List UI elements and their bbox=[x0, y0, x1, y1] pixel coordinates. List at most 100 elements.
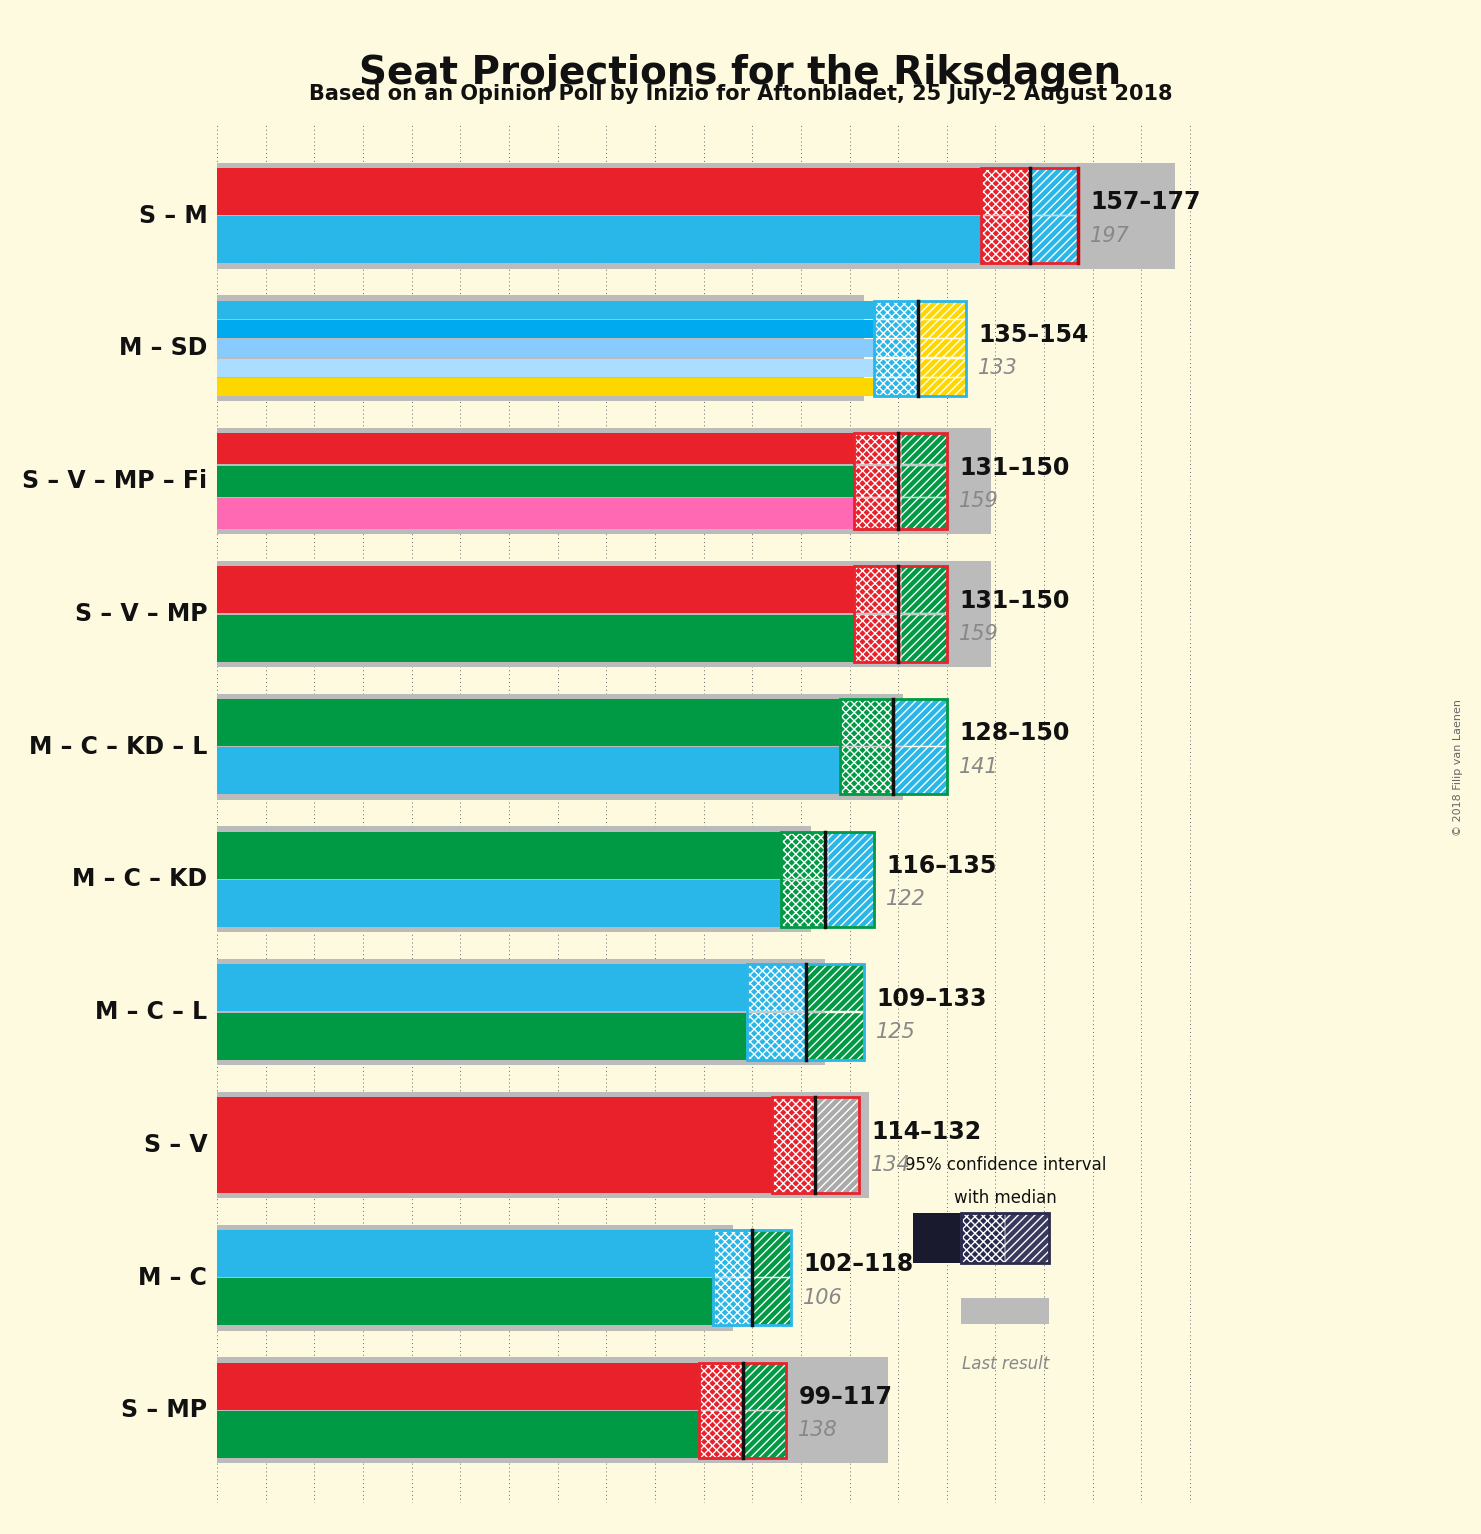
Text: Last result: Last result bbox=[961, 1355, 1049, 1373]
Bar bbox=[1029, 167, 1078, 215]
Bar bbox=[920, 359, 966, 377]
Bar bbox=[855, 566, 900, 614]
Bar bbox=[874, 339, 920, 357]
Bar bbox=[748, 1012, 806, 1060]
Bar bbox=[828, 881, 874, 927]
Bar bbox=[1029, 216, 1078, 264]
Bar bbox=[900, 466, 946, 497]
Text: 128–150: 128–150 bbox=[960, 721, 1069, 746]
Bar bbox=[855, 615, 900, 661]
Bar bbox=[752, 1230, 791, 1276]
Text: M – C – KD – L: M – C – KD – L bbox=[30, 735, 207, 759]
Bar bbox=[980, 167, 1029, 215]
Bar bbox=[840, 700, 893, 746]
Bar bbox=[699, 1362, 742, 1410]
Text: 122: 122 bbox=[886, 890, 926, 910]
Bar bbox=[874, 321, 920, 337]
Bar bbox=[218, 321, 874, 337]
Bar bbox=[218, 1278, 714, 1325]
Bar bbox=[218, 163, 1176, 268]
Bar bbox=[920, 321, 966, 337]
Bar bbox=[218, 301, 874, 319]
Bar bbox=[900, 615, 946, 661]
Bar bbox=[900, 499, 946, 529]
Bar bbox=[218, 377, 874, 396]
Bar bbox=[920, 359, 966, 377]
Bar bbox=[874, 301, 966, 396]
Bar bbox=[1006, 1212, 1049, 1262]
Bar bbox=[218, 693, 903, 799]
Bar bbox=[218, 359, 874, 377]
Bar bbox=[699, 1411, 742, 1459]
Bar bbox=[782, 831, 828, 879]
Text: 131–150: 131–150 bbox=[960, 589, 1069, 612]
Text: 134: 134 bbox=[871, 1155, 911, 1175]
Text: 125: 125 bbox=[877, 1022, 917, 1042]
Bar bbox=[218, 1097, 772, 1193]
Bar bbox=[855, 466, 900, 497]
Bar bbox=[218, 566, 855, 614]
Bar bbox=[752, 1278, 791, 1325]
Text: S – M: S – M bbox=[139, 204, 207, 227]
Bar bbox=[782, 881, 828, 927]
Bar bbox=[855, 433, 900, 465]
Text: 109–133: 109–133 bbox=[877, 986, 986, 1011]
Bar bbox=[920, 301, 966, 319]
Bar bbox=[1029, 216, 1078, 264]
Bar bbox=[806, 965, 863, 1011]
Bar bbox=[874, 301, 920, 319]
Bar bbox=[874, 359, 920, 377]
Bar bbox=[748, 965, 806, 1011]
Text: S – V – MP – Fi: S – V – MP – Fi bbox=[22, 469, 207, 492]
Text: 159: 159 bbox=[960, 491, 998, 511]
Text: Based on an Opinion Poll by Inizio for Aftonbladet, 25 July–2 August 2018: Based on an Opinion Poll by Inizio for A… bbox=[308, 84, 1173, 104]
Bar bbox=[900, 566, 946, 614]
Bar bbox=[1029, 167, 1078, 215]
Text: 197: 197 bbox=[1090, 225, 1130, 245]
Bar bbox=[742, 1362, 786, 1410]
Text: 141: 141 bbox=[960, 756, 998, 776]
Bar bbox=[218, 499, 855, 529]
Bar bbox=[218, 700, 840, 746]
Bar bbox=[874, 321, 920, 337]
Bar bbox=[920, 301, 966, 319]
Bar bbox=[218, 167, 980, 215]
Bar bbox=[874, 339, 920, 357]
Bar bbox=[782, 881, 828, 927]
Text: 114–132: 114–132 bbox=[871, 1120, 982, 1144]
Bar bbox=[961, 1212, 1049, 1262]
Bar bbox=[218, 615, 855, 661]
Bar bbox=[218, 216, 980, 264]
Bar bbox=[218, 1358, 889, 1463]
Bar bbox=[855, 466, 900, 497]
Bar bbox=[980, 216, 1029, 264]
Bar bbox=[714, 1278, 752, 1325]
Bar bbox=[806, 1012, 863, 1060]
Text: 106: 106 bbox=[803, 1287, 843, 1307]
Text: M – C – L: M – C – L bbox=[95, 1000, 207, 1025]
Bar bbox=[980, 167, 1078, 264]
Text: S – V: S – V bbox=[144, 1134, 207, 1157]
Bar bbox=[840, 747, 893, 795]
Text: 131–150: 131–150 bbox=[960, 456, 1069, 480]
Bar bbox=[772, 1097, 816, 1193]
Bar bbox=[714, 1230, 752, 1276]
Bar bbox=[782, 831, 874, 927]
Bar bbox=[782, 831, 828, 879]
Bar bbox=[828, 831, 874, 879]
Text: 159: 159 bbox=[960, 624, 998, 644]
Bar bbox=[961, 1212, 1006, 1262]
Bar bbox=[218, 831, 782, 879]
Text: with median: with median bbox=[954, 1189, 1056, 1207]
Bar bbox=[748, 1012, 806, 1060]
Bar bbox=[714, 1230, 752, 1276]
Bar bbox=[218, 433, 855, 465]
Bar bbox=[855, 566, 946, 661]
Text: M – SD: M – SD bbox=[118, 336, 207, 360]
Bar bbox=[900, 466, 946, 497]
Text: 133: 133 bbox=[979, 359, 1019, 379]
Bar bbox=[893, 700, 946, 746]
Bar bbox=[218, 295, 863, 402]
Bar bbox=[874, 377, 920, 396]
Bar bbox=[742, 1411, 786, 1459]
